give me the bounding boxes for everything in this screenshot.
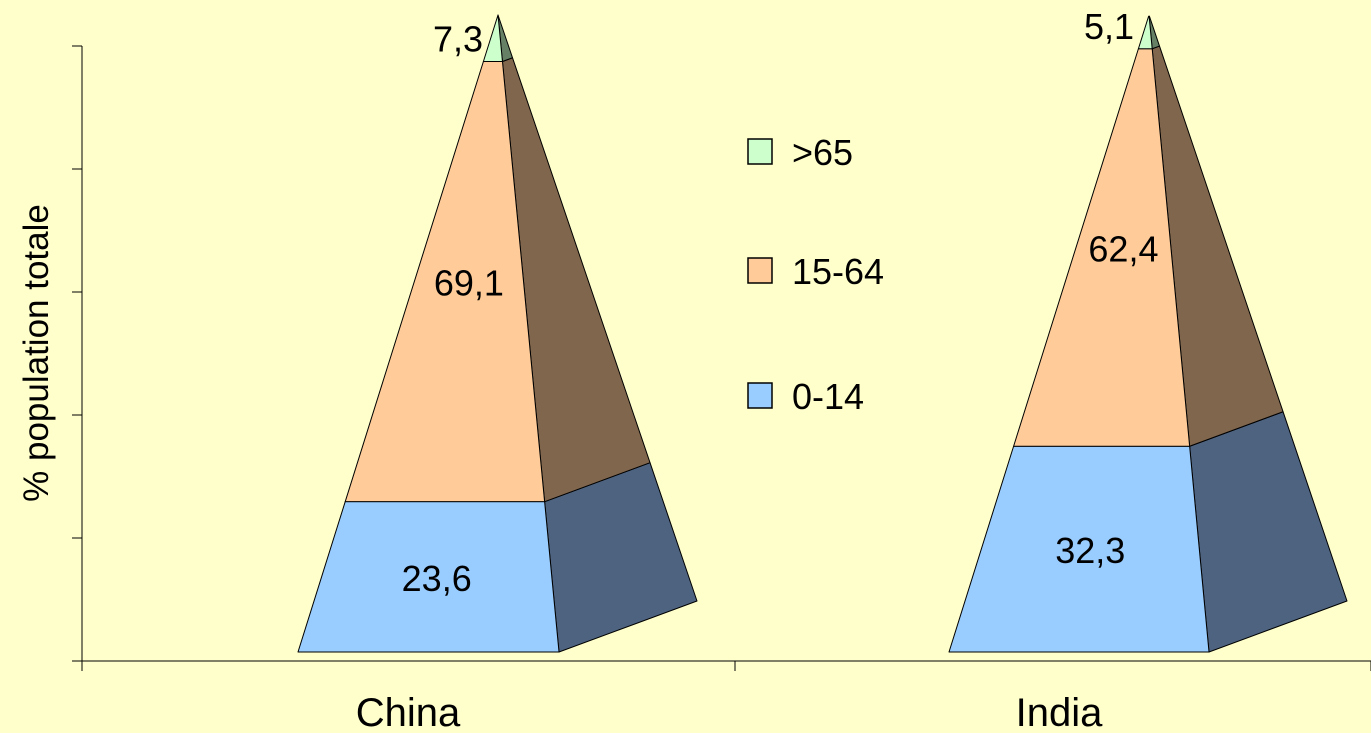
- data-label-india-0-14: 32,3: [1055, 530, 1125, 571]
- y-axis-ticks: [72, 45, 82, 662]
- legend-swatch-over-65: [747, 138, 773, 165]
- pyramid-side-india-0-14: [1189, 411, 1348, 653]
- legend-label-0-14: 0-14: [792, 376, 864, 417]
- data-label-india-over-65: 5,1: [1084, 6, 1134, 47]
- legend-label-15-64: 15-64: [792, 251, 884, 292]
- legend-item-over-65: >65: [747, 132, 853, 173]
- x-axis-ticks: [81, 661, 1371, 671]
- legend-swatch-0-14: [747, 382, 773, 409]
- data-label-china-over-65: 7,3: [433, 19, 483, 60]
- legend-swatch-15-64: [747, 257, 773, 284]
- y-axis-title: % population totale: [17, 204, 56, 502]
- legend: >65 15-64 0-14: [747, 132, 884, 417]
- data-label-india-15-64: 62,4: [1088, 229, 1158, 270]
- category-label-china: China: [356, 691, 461, 733]
- pyramid-segment-china-over-65: [482, 14, 503, 63]
- legend-item-0-14: 0-14: [747, 376, 864, 417]
- legend-label-over-65: >65: [792, 132, 853, 173]
- pyramid-segment-india-over-65: [1137, 15, 1153, 50]
- category-label-india: India: [1016, 691, 1103, 733]
- legend-item-15-64: 15-64: [747, 251, 884, 292]
- data-label-china-15-64: 69,1: [434, 263, 504, 304]
- pyramids: 23,6 69,1 7,3 32,3 62,4 5,1: [297, 6, 1348, 653]
- data-label-china-0-14: 23,6: [402, 558, 472, 599]
